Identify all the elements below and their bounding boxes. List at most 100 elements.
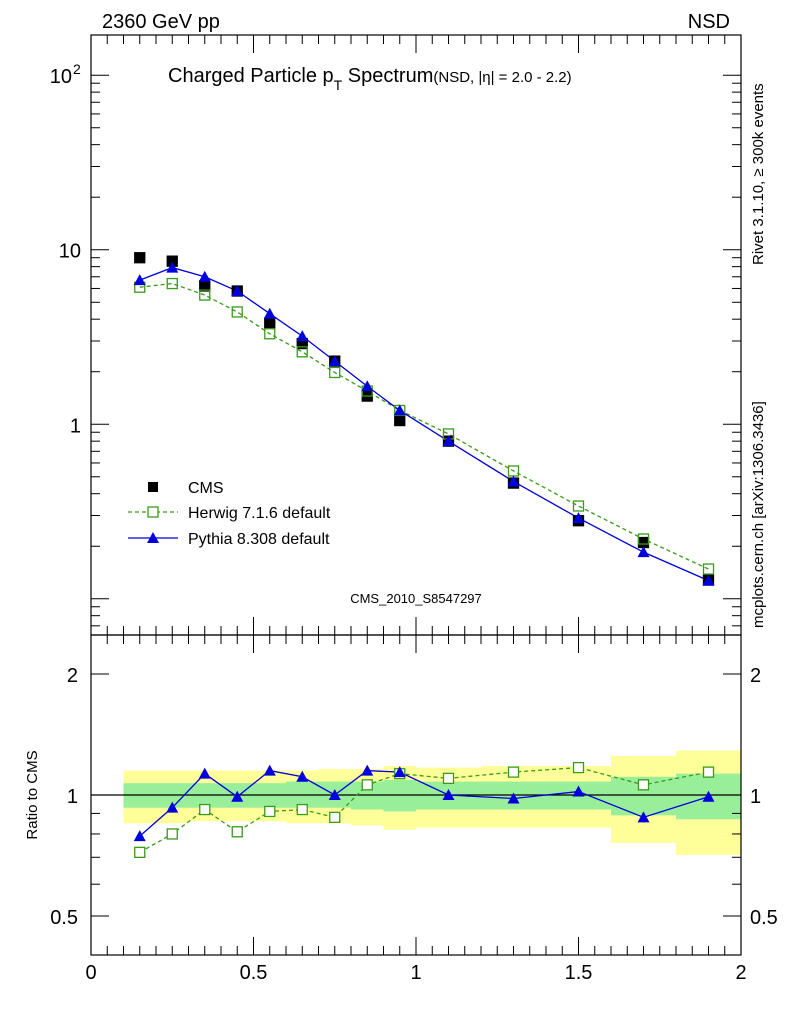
ratio-ytick-label-right-1: 1 bbox=[750, 786, 761, 808]
ratio-pythia-point-3 bbox=[231, 790, 244, 802]
legend-marker-herwig bbox=[147, 506, 159, 518]
ratio-pythia-point-8 bbox=[393, 766, 406, 778]
ratio-ytick-label-right-0: 2 bbox=[750, 665, 761, 687]
legend-label-herwig: Herwig 7.1.6 default bbox=[188, 505, 331, 522]
chart-title-sub: T bbox=[334, 77, 343, 93]
header-right: NSD bbox=[688, 11, 730, 33]
chart-title-main: Charged Particle p bbox=[168, 65, 334, 87]
ratio-pythia-point-7 bbox=[361, 764, 374, 776]
main-pythia-point-1 bbox=[166, 261, 179, 273]
ratio-herwig-point-0 bbox=[134, 846, 146, 859]
ratio-herwig-point-3 bbox=[231, 826, 243, 838]
ratio-pythia-point-13 bbox=[702, 790, 715, 802]
main-herwig-point-13 bbox=[702, 563, 715, 575]
main-cms-point-0 bbox=[134, 252, 146, 264]
ratio-pythia-point-9 bbox=[442, 789, 455, 800]
legend-marker-pythia bbox=[147, 532, 159, 543]
legend: CMS Herwig 7.1.6 default Pythia 8.308 de… bbox=[128, 480, 331, 548]
legend-label-cms: CMS bbox=[188, 480, 224, 497]
main-pythia-point-0 bbox=[133, 274, 146, 286]
inner-band-8 bbox=[383, 779, 416, 812]
main-herwig-point-6 bbox=[329, 366, 341, 379]
mcplots-label: mcplots.cern.ch [arXiv:1306.3436] bbox=[750, 401, 767, 628]
ratio-ytick-label-1: 1 bbox=[67, 786, 78, 808]
ratio-pythia-point-1 bbox=[166, 801, 179, 813]
main-cms-point-8 bbox=[394, 414, 406, 427]
ratio-pythia-point-11 bbox=[572, 785, 585, 797]
main-herwig-point-1 bbox=[166, 277, 178, 290]
xtick-label-3: 1.5 bbox=[565, 962, 593, 984]
main-pythia-point-3 bbox=[231, 285, 244, 297]
ratio-pythia-point-2 bbox=[198, 767, 211, 779]
main-pythia-point-12 bbox=[637, 546, 650, 558]
main-cms-point-4 bbox=[264, 317, 276, 329]
ratio-herwig-point-9 bbox=[442, 772, 455, 785]
ratio-herwig-point-1 bbox=[166, 828, 178, 840]
legend-item-herwig: Herwig 7.1.6 default bbox=[128, 505, 331, 522]
ratio-herwig-point-11 bbox=[572, 761, 585, 774]
main-pythia-point-8 bbox=[393, 404, 406, 416]
main-ytick-sup-0: 2 bbox=[73, 61, 81, 77]
ratio-ytick-label-2: 0.5 bbox=[50, 907, 78, 929]
main-herwig-point-11 bbox=[572, 500, 585, 512]
chart-title: Charged Particle pT Spectrum(NSD, |η| = … bbox=[168, 65, 572, 93]
main-pythia-point-7 bbox=[361, 380, 374, 392]
main-pythia-point-4 bbox=[263, 307, 276, 319]
ratio-pythia-point-4 bbox=[263, 764, 276, 776]
main-ytick-label-2: 1 bbox=[70, 415, 81, 437]
ratio-herwig-point-12 bbox=[637, 779, 650, 791]
main-herwig-point-5 bbox=[296, 346, 308, 358]
main-cms-point-12 bbox=[637, 536, 650, 549]
ratio-herwig-point-13 bbox=[702, 766, 715, 778]
rivet-label: Rivet 3.1.10, ≥ 300k events bbox=[750, 83, 767, 265]
main-pythia-point-11 bbox=[572, 512, 585, 524]
main-pythia-point-5 bbox=[296, 330, 309, 342]
ratio-bands bbox=[91, 750, 741, 855]
ratio-herwig-point-10 bbox=[507, 766, 520, 778]
ratio-pythia-point-6 bbox=[328, 789, 341, 800]
main-pythia-point-9 bbox=[442, 435, 455, 447]
legend-item-pythia: Pythia 8.308 default bbox=[128, 531, 330, 548]
main-pythia-point-2 bbox=[198, 270, 211, 282]
ratio-pythia-point-5 bbox=[296, 770, 309, 782]
legend-item-cms: CMS bbox=[148, 480, 224, 497]
legend-label-pythia: Pythia 8.308 default bbox=[188, 531, 330, 548]
chart-title-main2: Spectrum bbox=[342, 65, 433, 87]
main-pythia-point-13 bbox=[702, 574, 715, 586]
main-pythia-line bbox=[139, 266, 709, 582]
main-herwig-point-4 bbox=[264, 328, 276, 340]
main-herwig-point-3 bbox=[231, 306, 243, 318]
ratio-herwig-point-6 bbox=[329, 811, 341, 823]
x-axis-ticks: 0 0.5 1 1.5 2 bbox=[85, 35, 747, 984]
main-series bbox=[133, 252, 715, 586]
ratio-axis-ticks: 2 2 1 1 0.5 0.5 bbox=[50, 665, 778, 956]
ratio-pythia-point-10 bbox=[507, 792, 520, 804]
main-herwig-point-12 bbox=[637, 533, 650, 545]
ratio-pythia-point-0 bbox=[133, 830, 146, 842]
ratio-pythia-point-12 bbox=[637, 811, 650, 823]
chart-title-suffix: (NSD, |η| = 2.0 - 2.2) bbox=[433, 69, 571, 86]
xtick-label-0: 0 bbox=[85, 962, 96, 984]
ratio-herwig-point-4 bbox=[264, 805, 276, 818]
legend-marker-cms bbox=[148, 482, 158, 492]
main-pythia-point-6 bbox=[328, 355, 341, 367]
ratio-pythia-line bbox=[139, 769, 709, 837]
ratio-series bbox=[133, 761, 715, 859]
main-ytick-label-1: 10 bbox=[59, 241, 81, 263]
main-herwig-point-2 bbox=[199, 289, 211, 301]
ratio-herwig-point-7 bbox=[361, 779, 373, 791]
main-pythia-point-10 bbox=[507, 475, 520, 487]
analysis-watermark: CMS_2010_S8547297 bbox=[350, 591, 482, 606]
ratio-ylabel: Ratio to CMS bbox=[24, 750, 41, 839]
main-ytick-label-0: 10 bbox=[50, 66, 72, 88]
xtick-label-1: 0.5 bbox=[240, 962, 268, 984]
xtick-label-2: 1 bbox=[410, 962, 421, 984]
ratio-herwig-point-2 bbox=[199, 803, 211, 816]
ratio-ytick-label-right-2: 0.5 bbox=[750, 907, 778, 929]
ratio-ytick-label-0: 2 bbox=[67, 665, 78, 687]
ratio-herwig-point-5 bbox=[296, 803, 308, 816]
header-left: 2360 GeV pp bbox=[102, 11, 220, 33]
xtick-label-4: 2 bbox=[735, 962, 746, 984]
